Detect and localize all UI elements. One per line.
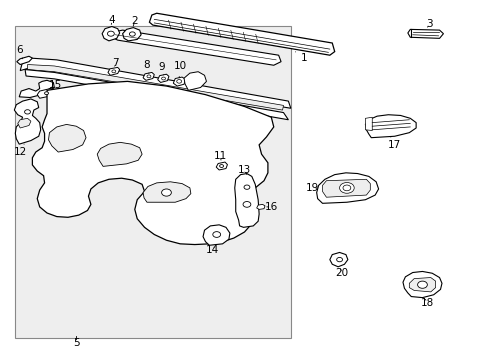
Polygon shape [122,28,141,41]
Text: 15: 15 [49,80,62,90]
Text: 1: 1 [295,52,306,63]
Text: 6: 6 [16,45,22,59]
Circle shape [112,70,116,73]
Polygon shape [27,64,283,110]
Polygon shape [216,162,227,170]
Polygon shape [18,118,31,128]
Polygon shape [408,278,435,292]
Text: 19: 19 [305,183,319,193]
Text: 9: 9 [158,62,164,75]
Circle shape [342,185,350,191]
Polygon shape [149,13,334,55]
Circle shape [161,77,165,80]
Polygon shape [20,58,290,108]
Text: 3: 3 [426,19,432,29]
Text: 2: 2 [131,17,138,27]
Polygon shape [143,72,154,80]
Polygon shape [173,77,185,86]
Polygon shape [102,27,120,41]
Polygon shape [407,30,443,39]
Circle shape [129,32,135,36]
Circle shape [243,202,250,207]
Circle shape [107,31,114,36]
Circle shape [212,231,220,237]
Text: 13: 13 [237,165,251,175]
Text: 20: 20 [335,268,348,278]
Circle shape [147,75,151,78]
Circle shape [219,165,223,167]
Polygon shape [316,173,378,203]
Polygon shape [256,204,264,210]
Polygon shape [203,225,229,245]
Circle shape [161,189,171,196]
Polygon shape [14,99,41,144]
Polygon shape [365,117,371,131]
Text: 18: 18 [420,298,433,308]
Text: 10: 10 [173,61,186,78]
Text: 16: 16 [264,202,277,212]
Circle shape [336,257,342,262]
Circle shape [339,183,353,193]
Text: 5: 5 [73,338,80,348]
Polygon shape [402,271,441,298]
Circle shape [176,80,181,83]
Polygon shape [112,30,281,65]
Polygon shape [108,67,120,75]
Polygon shape [234,174,259,227]
Text: 4: 4 [108,15,115,26]
Polygon shape [97,142,142,166]
Polygon shape [143,182,190,202]
Text: 7: 7 [112,58,119,68]
Polygon shape [48,125,86,152]
Bar [15,26,290,338]
Polygon shape [17,56,32,64]
Polygon shape [322,179,369,197]
Circle shape [24,110,30,114]
Text: 8: 8 [143,60,150,73]
Polygon shape [183,72,206,90]
Polygon shape [32,81,273,244]
Polygon shape [19,80,54,98]
Text: 12: 12 [14,144,27,157]
Text: 11: 11 [213,150,226,161]
Polygon shape [25,69,288,120]
Circle shape [244,185,249,189]
Polygon shape [329,252,347,267]
Text: 14: 14 [206,245,219,255]
Polygon shape [365,115,415,138]
Polygon shape [37,88,55,98]
Circle shape [417,281,427,288]
Text: 17: 17 [387,137,401,150]
Circle shape [44,92,48,95]
Polygon shape [158,74,168,82]
